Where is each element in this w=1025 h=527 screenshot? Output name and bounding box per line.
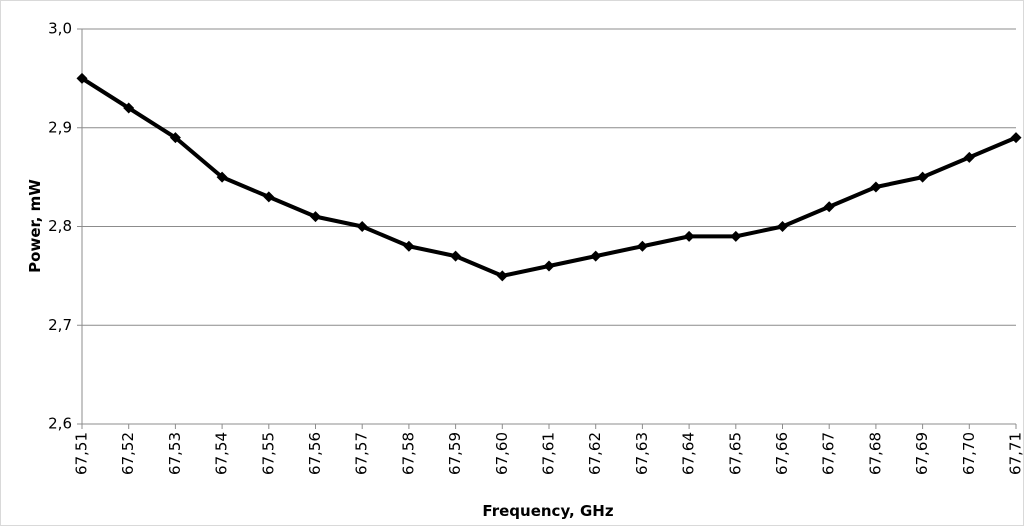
- data-marker: [963, 151, 975, 163]
- y-tick-label: 2,6: [48, 415, 72, 433]
- data-marker: [496, 270, 508, 282]
- x-tick-label: 67,57: [353, 432, 371, 475]
- data-marker: [76, 72, 88, 84]
- x-tick-label: 67,53: [166, 432, 184, 475]
- data-marker: [777, 221, 788, 232]
- x-tick-label: 67,55: [259, 432, 277, 475]
- x-tick-label: 67,69: [913, 432, 931, 475]
- x-tick-label: 67,56: [306, 432, 324, 475]
- x-tick-label: 67,68: [866, 432, 884, 475]
- data-marker: [310, 211, 321, 223]
- data-marker: [636, 240, 648, 252]
- x-axis-title: Frequency, GHz: [482, 502, 613, 520]
- x-tick-label: 67,52: [119, 432, 137, 475]
- data-marker: [356, 221, 368, 232]
- y-axis-title: Power, mW: [26, 179, 44, 273]
- x-tick-label: 67,61: [540, 432, 558, 475]
- data-marker: [543, 260, 555, 272]
- data-marker: [1010, 132, 1022, 144]
- x-tick-label: 67,54: [213, 432, 231, 475]
- y-tick-label: 2,9: [48, 118, 72, 136]
- x-tick-label: 67,70: [960, 432, 978, 475]
- y-tick-label: 2,7: [48, 316, 72, 334]
- data-marker: [216, 171, 228, 183]
- x-tick-label: 67,58: [399, 432, 417, 475]
- data-marker: [917, 171, 929, 183]
- x-tick-label: 67,71: [1007, 432, 1025, 475]
- data-marker: [403, 240, 415, 252]
- x-tick-label: 67,51: [73, 432, 91, 475]
- x-tick-label: 67,64: [680, 432, 698, 475]
- x-tick-label: 67,65: [726, 432, 744, 475]
- data-marker: [263, 191, 275, 203]
- data-marker: [590, 250, 602, 262]
- x-tick-label: 67,67: [820, 432, 838, 475]
- data-marker: [730, 230, 742, 242]
- data-marker: [870, 181, 882, 193]
- x-tick-label: 67,66: [773, 432, 791, 475]
- x-tick-label: 67,63: [633, 432, 651, 475]
- data-marker: [123, 102, 135, 114]
- data-marker: [450, 250, 462, 262]
- y-tick-label: 2,8: [48, 217, 72, 235]
- data-marker: [823, 201, 835, 213]
- x-tick-label: 67,59: [446, 432, 464, 475]
- data-marker: [169, 132, 181, 144]
- x-tick-label: 67,60: [493, 432, 511, 475]
- x-tick-label: 67,62: [586, 432, 604, 475]
- data-marker: [683, 230, 695, 242]
- y-tick-label: 3,0: [48, 20, 72, 38]
